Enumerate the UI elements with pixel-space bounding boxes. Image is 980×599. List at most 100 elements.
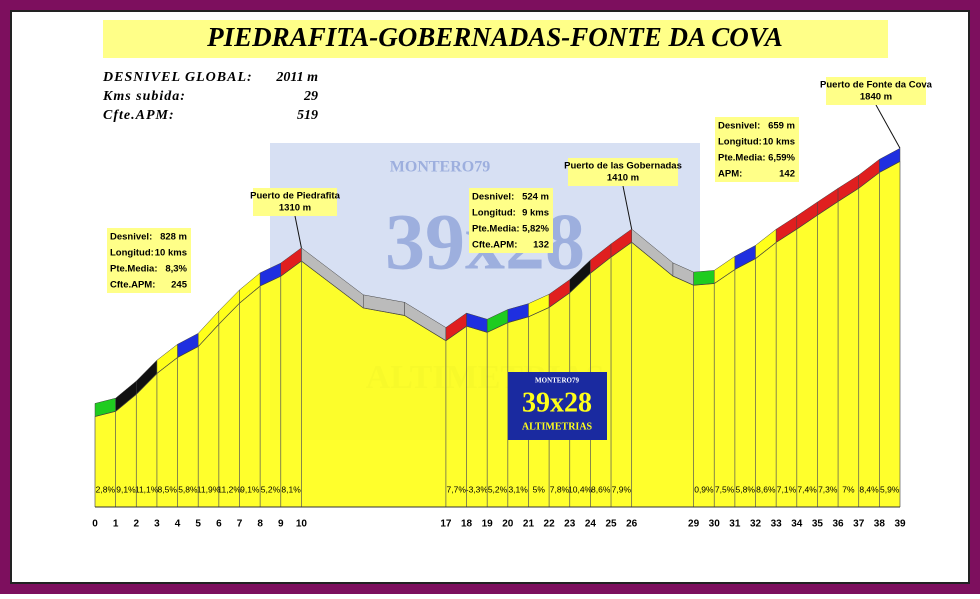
x-tick-label: 29 (688, 519, 700, 530)
profile-area (95, 161, 900, 507)
gradient-label: 11,9% (197, 484, 221, 494)
gradient-label: 7,5% (715, 484, 735, 494)
x-tick-label: 1 (113, 519, 119, 530)
pass-leader (622, 185, 633, 230)
gradient-label: 7,9% (612, 484, 632, 494)
stat-value: 2011 m (275, 70, 318, 85)
x-tick-label: 9 (278, 519, 284, 530)
x-tick-label: 23 (564, 519, 576, 530)
gradient-label: 8,4% (859, 484, 879, 494)
info-value: 828 m (160, 232, 187, 243)
info-label: APM: (718, 169, 742, 180)
x-tick-label: 0 (92, 519, 98, 530)
stat-value: 29 (303, 89, 318, 104)
x-tick-label: 38 (874, 519, 886, 530)
pass-box (568, 158, 678, 186)
info-value: 10 kms (155, 248, 187, 259)
pass-box (253, 188, 337, 216)
info-value: 524 m (522, 192, 549, 203)
x-tick-label: 5 (195, 519, 201, 530)
x-tick-label: 4 (175, 519, 181, 530)
pass-name: Puerto de Fonte da Cova (820, 80, 933, 91)
x-tick-label: 33 (771, 519, 783, 530)
info-value: 245 (171, 280, 188, 291)
x-tick-label: 6 (216, 519, 222, 530)
info-label: Longitud: (472, 208, 516, 219)
x-tick-label: 36 (833, 519, 845, 530)
x-tick-label: 25 (605, 519, 617, 530)
info-value: 659 m (768, 121, 795, 132)
gradient-label: 11,1% (135, 484, 159, 494)
gradient-label: 7,1% (777, 484, 797, 494)
stat-label: DESNIVEL GLOBAL: (102, 70, 253, 85)
info-value: 5,82% (522, 224, 549, 235)
x-tick-label: 21 (523, 519, 535, 530)
x-tick-label: 7 (237, 519, 243, 530)
gradient-label: 7,7% (447, 484, 467, 494)
x-tick-label: 30 (709, 519, 721, 530)
x-tick-label: 35 (812, 519, 824, 530)
gradient-label: 5,2% (261, 484, 281, 494)
info-box (469, 188, 553, 253)
pass-box (826, 77, 926, 105)
gradient-label: 9,1% (240, 484, 260, 494)
gradient-label: 8,1% (281, 484, 301, 494)
gradient-label: 3,1% (508, 484, 528, 494)
gradient-label: 7,3% (818, 484, 838, 494)
gradient-label: 8,5% (158, 484, 178, 494)
x-tick-label: 26 (626, 519, 638, 530)
gradient-band (693, 270, 715, 286)
info-value: 6,59% (768, 153, 795, 164)
info-label: Pte.Media: (472, 224, 520, 235)
gradient-label: 8,6% (591, 484, 611, 494)
logo-box (508, 372, 607, 440)
pass-altitude: 1310 m (279, 203, 311, 214)
x-tick-label: 20 (502, 519, 514, 530)
chart-title: PIEDRAFITA-GOBERNADAS-FONTE DA COVA (206, 22, 783, 52)
gradient-label: 0,9% (694, 484, 714, 494)
info-label: Cfte.APM: (472, 240, 517, 251)
x-tick-label: 32 (750, 519, 762, 530)
pass-altitude: 1840 m (860, 92, 892, 103)
stat-label: Kms subida: (102, 89, 186, 104)
info-box (107, 228, 191, 293)
gradient-label: 8,6% (756, 484, 776, 494)
info-label: Longitud: (110, 248, 154, 259)
title-box (103, 20, 888, 58)
gradient-label: 5,8% (178, 484, 198, 494)
gradient-label: 9,1% (116, 484, 136, 494)
info-value: 10 kms (763, 137, 795, 148)
pass-leader (294, 215, 302, 248)
x-tick-label: 39 (894, 519, 906, 530)
x-tick-label: 19 (482, 519, 494, 530)
info-label: Cfte.APM: (110, 280, 155, 291)
x-tick-label: 10 (296, 519, 308, 530)
x-tick-label: 18 (461, 519, 473, 530)
pass-name: Puerto de Piedrafita (250, 191, 340, 202)
pass-leader (875, 104, 901, 149)
watermark-text: MONTERO79 (390, 159, 490, 176)
info-label: Desnivel: (110, 232, 152, 243)
x-tick-label: 8 (257, 519, 263, 530)
logo-text: ALTIMETRIAS (522, 421, 593, 432)
info-box (715, 117, 799, 182)
info-value: 142 (779, 169, 795, 180)
logo-text: MONTERO79 (535, 377, 579, 385)
x-tick-label: 3 (154, 519, 160, 530)
info-label: Pte.Media: (718, 153, 766, 164)
x-tick-label: 22 (544, 519, 556, 530)
gradient-label: 5,9% (880, 484, 900, 494)
gradient-label: 7% (842, 484, 855, 494)
info-label: Pte.Media: (110, 264, 158, 275)
gradient-label: 10,4% (568, 484, 593, 494)
stat-value: 519 (297, 108, 318, 123)
gradient-label: 5,2% (488, 484, 508, 494)
info-label: Desnivel: (718, 121, 760, 132)
gradient-label: 7,4% (797, 484, 817, 494)
info-value: 132 (533, 240, 549, 251)
gradient-label: 5,8% (736, 484, 756, 494)
info-value: 9 kms (522, 208, 549, 219)
pass-name: Puerto de las Gobernadas (564, 161, 682, 172)
info-label: Desnivel: (472, 192, 514, 203)
